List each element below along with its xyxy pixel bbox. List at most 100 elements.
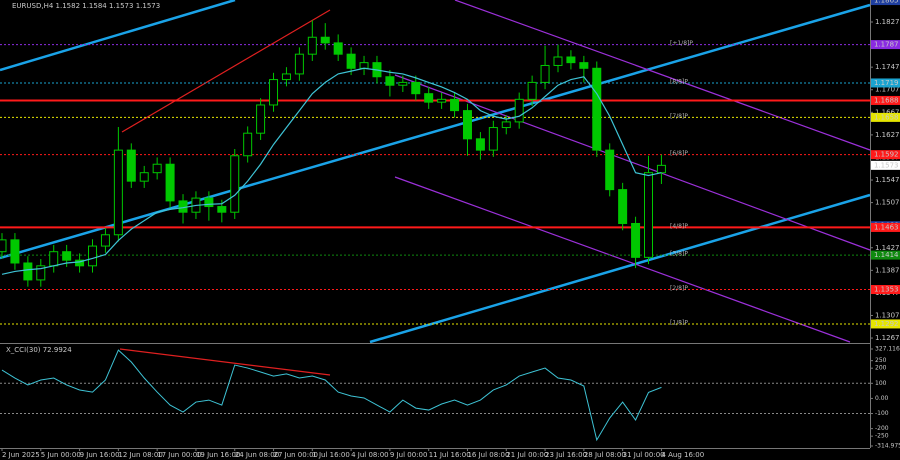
- candle-body: [165, 163, 175, 202]
- candle-body: [230, 155, 240, 213]
- level-box: [871, 250, 900, 260]
- level-box: [871, 112, 900, 122]
- candle-body: [333, 42, 343, 55]
- level-label: 1.1658: [874, 113, 899, 121]
- level-box: [871, 222, 900, 232]
- candle-body: [178, 200, 188, 213]
- candle-body: [204, 197, 214, 208]
- level-tag: [2/8]P: [670, 285, 688, 292]
- candle-body: [424, 93, 434, 103]
- candle-body: [152, 163, 162, 174]
- level-label: 1.1592: [874, 151, 899, 159]
- candle-body: [475, 138, 485, 151]
- level-box: [871, 150, 900, 160]
- level-tag: [6/8]P: [670, 150, 688, 157]
- candle-body: [514, 98, 524, 123]
- x-tick-label: 4 Aug 16:00: [661, 451, 704, 459]
- divergence-line: [121, 9, 331, 133]
- level-tag: [4/8]P: [670, 223, 688, 230]
- level-tag: [1/8]P: [670, 319, 688, 326]
- level-box: [871, 0, 900, 6]
- level-box: [871, 319, 900, 329]
- candle-body: [62, 251, 72, 261]
- level-box: [871, 95, 900, 105]
- y-tick-label: 1.1667: [875, 108, 900, 116]
- x-tick-label: 27 Jun 00:00: [274, 451, 318, 459]
- candle-body: [592, 67, 602, 151]
- level-label: 1.1463: [874, 223, 899, 231]
- candle-body: [49, 251, 59, 267]
- candle-body: [294, 53, 304, 75]
- candle-body: [75, 259, 85, 267]
- y-tick-label: -314.975: [875, 443, 900, 450]
- x-tick-label: 31 Jul 00:00: [623, 451, 665, 459]
- channel-line: [394, 176, 851, 343]
- candle-body: [450, 98, 460, 112]
- candle-body: [644, 172, 653, 258]
- level-label: 1.1688: [874, 96, 899, 104]
- y-tick-label: 200: [875, 365, 887, 372]
- level-label: 1.1787: [874, 41, 899, 49]
- y-tick-label: -200: [875, 425, 889, 432]
- level-box: [871, 160, 900, 170]
- channel-line: [394, 74, 871, 251]
- level-label: 1.1353: [874, 286, 899, 294]
- candle-body: [359, 62, 369, 69]
- level-tag: [3/8]P: [670, 251, 688, 258]
- candle-body: [488, 127, 498, 151]
- candle-body: [320, 36, 330, 44]
- level-box: [871, 285, 900, 295]
- y-tick-label: 1.1747: [875, 63, 900, 71]
- trend-line: [0, 3, 871, 260]
- candle-body: [398, 81, 408, 86]
- candle-body: [256, 104, 266, 134]
- x-tick-label: 4 Jul 08:00: [351, 451, 389, 459]
- level-label: 1.1573: [874, 161, 899, 169]
- x-tick-label: 17 Jun 00:00: [157, 451, 201, 459]
- candle-body: [100, 234, 110, 247]
- y-tick-label: 1.1387: [875, 266, 900, 274]
- candle-body: [437, 98, 447, 103]
- x-tick-label: 28 Jul 08:00: [584, 451, 626, 459]
- x-tick-label: 9 Jun 16:00: [80, 451, 120, 459]
- x-tick-label: 5 Jun 00:00: [41, 451, 81, 459]
- chart-title: EURUSD,H4 1.1582 1.1584 1.1573 1.1573: [12, 2, 160, 10]
- trend-line: [0, 0, 236, 72]
- level-tag: [8/8]P: [670, 78, 688, 85]
- candle-body: [243, 132, 253, 157]
- level-label: 1.1292: [874, 320, 899, 328]
- candle-body: [527, 81, 537, 100]
- candle-body: [88, 245, 98, 267]
- y-tick-label: -250: [875, 433, 889, 440]
- indicator-line: [1, 349, 662, 442]
- x-tick-label: 21 Jul 00:00: [506, 451, 548, 459]
- y-tick-label: 1.1547: [875, 176, 900, 184]
- divergence-line: [119, 348, 331, 376]
- candle-body: [10, 239, 20, 264]
- y-tick-label: 1.1827: [875, 18, 900, 26]
- candle-body: [553, 56, 563, 66]
- candle-body: [579, 62, 589, 69]
- candle-body: [631, 222, 641, 258]
- candle-body: [385, 76, 395, 86]
- candle-body: [346, 53, 356, 69]
- y-tick-label: 1.1707: [875, 86, 900, 94]
- candle-body: [501, 121, 511, 129]
- x-tick-label: 24 Jun 08:00: [235, 451, 279, 459]
- y-tick-label: 250: [875, 357, 887, 364]
- candle-body: [23, 262, 33, 281]
- x-tick-label: 2 Jun 2025: [2, 451, 40, 459]
- candle-body: [0, 239, 7, 253]
- level-box: [871, 40, 900, 50]
- y-tick-label: 1.1267: [875, 334, 900, 342]
- x-tick-label: 19 Jun 16:00: [196, 451, 240, 459]
- x-tick-label: 1 Jul 16:00: [312, 451, 350, 459]
- candle-body: [36, 265, 46, 281]
- x-tick-label: 12 Jun 08:00: [118, 451, 162, 459]
- candle-body: [462, 110, 472, 140]
- candle-body: [281, 73, 291, 81]
- y-tick-label: 1.1307: [875, 311, 900, 319]
- level-label: 1.1414: [874, 251, 899, 259]
